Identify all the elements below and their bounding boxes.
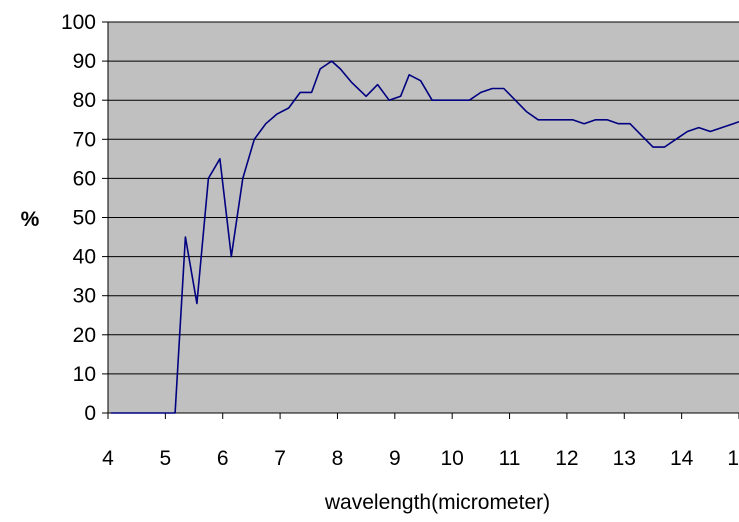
x-tick-label: 11: [499, 447, 521, 470]
y-tick-label: 20: [73, 324, 96, 347]
x-tick-label: 5: [160, 447, 172, 470]
y-tick-label: 70: [73, 128, 96, 151]
x-tick-label: 8: [332, 447, 344, 470]
x-tick-label: 15: [727, 447, 739, 470]
x-tick-label: 4: [102, 447, 114, 470]
y-tick-label: 90: [73, 50, 96, 73]
y-tick-label: 0: [84, 402, 96, 425]
x-tick-label: 10: [441, 447, 464, 470]
y-tick-label: 30: [73, 285, 96, 308]
y-tick-label: 60: [73, 167, 96, 190]
tick-labels: 0 10 20 30 40 50 60 70 80 90 100 4 5 6 7 8 9 10 11 12 13 14 15: [61, 11, 739, 470]
y-tick-label: 80: [73, 89, 96, 112]
y-tick-label: 50: [73, 207, 96, 230]
x-tick-label: 13: [613, 447, 636, 470]
axes: [102, 21, 739, 419]
x-tick-label: 14: [670, 447, 694, 470]
series-line-0: [110, 60, 739, 414]
y-axis-title: %: [21, 208, 40, 231]
x-tick-label: 12: [555, 447, 578, 470]
x-tick-label: 6: [217, 447, 229, 470]
y-tick-label: 40: [73, 246, 96, 269]
series-layer: [110, 60, 739, 414]
y-tick-label: 100: [61, 11, 96, 34]
x-tick-label: 7: [274, 447, 286, 470]
gridlines: [108, 21, 739, 375]
x-tick-label: 9: [389, 447, 401, 470]
x-axis-title: wavelength(micrometer): [324, 491, 550, 514]
y-tick-label: 10: [73, 363, 96, 386]
